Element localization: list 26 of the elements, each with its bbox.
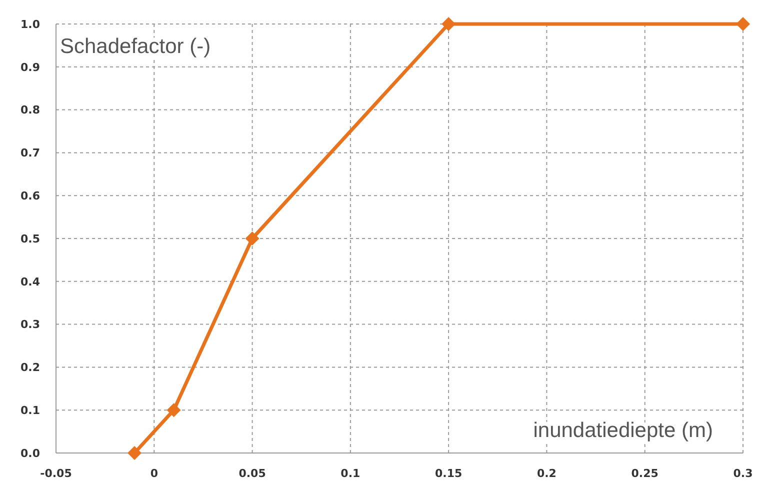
x-tick-label: 0.3 xyxy=(733,467,753,480)
x-tick-label: 0 xyxy=(150,467,158,480)
x-tick-label: 0.1 xyxy=(340,467,360,480)
y-tick-label: 0.4 xyxy=(20,275,40,288)
point xyxy=(736,17,750,31)
y-tick-label: 0.9 xyxy=(20,60,40,74)
point xyxy=(166,403,181,418)
point xyxy=(442,17,456,31)
x-tick-label: -0.05 xyxy=(40,467,72,480)
y-tick-label: 0.1 xyxy=(20,404,40,417)
x-axis-title: inundatiediepte (m) xyxy=(533,419,713,442)
y-tick-label: 1.0 xyxy=(20,18,40,31)
y-tick-label: 0.8 xyxy=(20,104,40,117)
x-tick-label: 0.05 xyxy=(238,467,266,480)
y-tick-label: 0.6 xyxy=(20,189,40,202)
y-tick-label: 0.3 xyxy=(20,318,40,332)
y-tick-label: 0.5 xyxy=(20,232,40,246)
x-tick-label: 0.15 xyxy=(435,467,462,480)
point xyxy=(128,446,142,460)
y-tick-label: 0.7 xyxy=(20,146,40,160)
y-tick-label: 0.0 xyxy=(20,446,40,460)
y-tick-label: 0.2 xyxy=(20,361,40,374)
point xyxy=(245,232,260,246)
y-axis-title: Schadefactor (-) xyxy=(60,35,211,58)
x-tick-label: 0.2 xyxy=(536,467,556,480)
x-tick-label: 0.25 xyxy=(631,467,658,480)
